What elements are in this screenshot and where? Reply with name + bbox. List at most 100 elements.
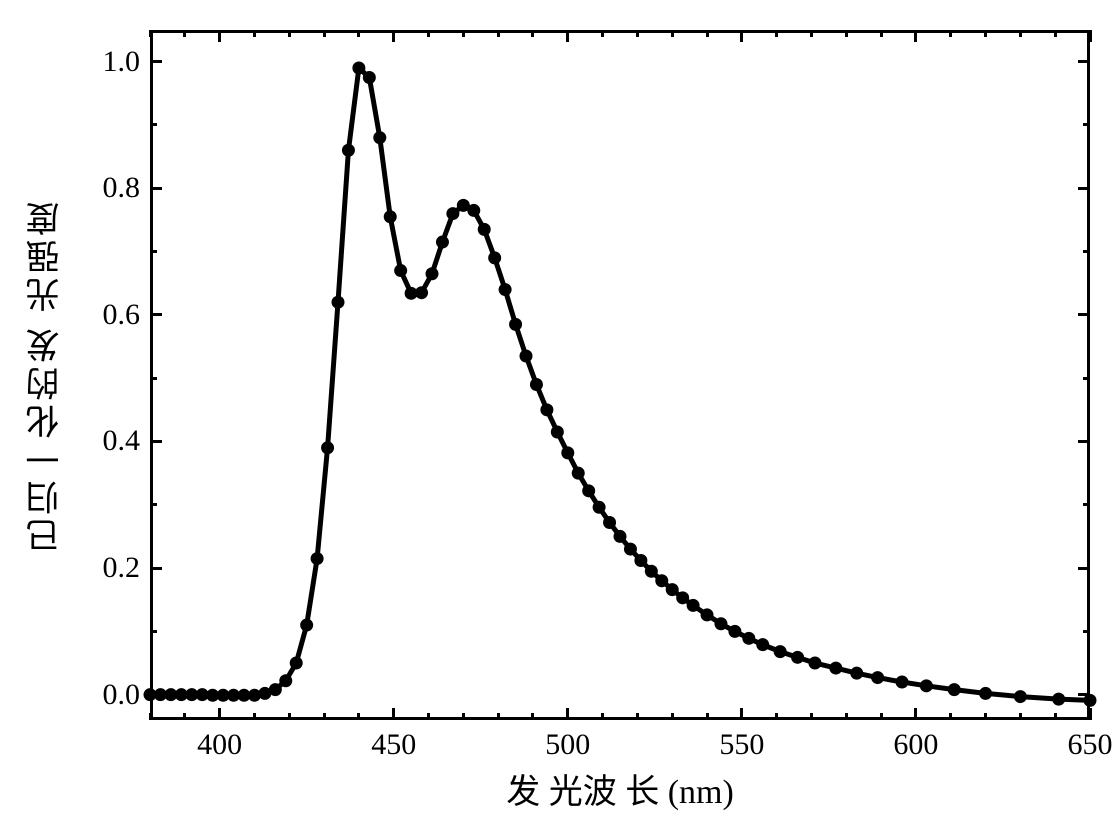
data-marker [446, 207, 459, 220]
data-marker [593, 501, 606, 514]
data-marker [582, 484, 595, 497]
tick-major [150, 60, 162, 63]
tick-minor [323, 30, 326, 37]
data-marker [436, 236, 449, 249]
data-layer [150, 30, 1090, 720]
tick-major [1078, 567, 1090, 570]
x-axis-label: 发 光波 长 (nm) [506, 764, 734, 813]
tick-major [150, 440, 162, 443]
tick-major [150, 313, 162, 316]
data-marker [979, 687, 992, 700]
tick-major [1078, 440, 1090, 443]
tick-minor [149, 713, 152, 720]
data-marker [701, 608, 714, 621]
tick-minor [531, 713, 534, 720]
data-marker [850, 667, 863, 680]
tick-major [1078, 60, 1090, 63]
data-marker [342, 144, 355, 157]
tick-minor [150, 250, 157, 253]
tick-minor [462, 30, 465, 37]
data-marker [572, 467, 585, 480]
data-marker [415, 286, 428, 299]
data-marker [756, 638, 769, 651]
data-marker [332, 296, 345, 309]
tick-minor [601, 30, 604, 37]
data-marker [614, 530, 627, 543]
tick-minor [671, 30, 674, 37]
tick-major [1089, 30, 1092, 42]
y-axis-label: 已归一化的发 光强度 [22, 198, 71, 553]
data-marker [829, 662, 842, 675]
data-marker [948, 683, 961, 696]
tick-major [150, 693, 162, 696]
tick-minor [150, 630, 157, 633]
tick-minor [775, 30, 778, 37]
tick-major [1089, 708, 1092, 720]
y-tick-label: 0.6 [80, 298, 140, 332]
data-marker [279, 674, 292, 687]
x-tick-label: 450 [371, 728, 416, 762]
data-marker [645, 565, 658, 578]
data-marker [551, 425, 564, 438]
x-tick-label: 550 [719, 728, 764, 762]
data-marker [603, 516, 616, 529]
data-marker [871, 671, 884, 684]
tick-minor [601, 713, 604, 720]
tick-major [566, 708, 569, 720]
data-marker [808, 657, 821, 670]
data-marker [714, 617, 727, 630]
x-tick-label: 600 [893, 728, 938, 762]
y-tick-label: 1.0 [80, 45, 140, 79]
y-tick-label: 0.8 [80, 171, 140, 205]
data-marker [624, 543, 637, 556]
tick-major [392, 708, 395, 720]
tick-major [150, 567, 162, 570]
spectrum-line [150, 68, 1090, 700]
tick-minor [949, 30, 952, 37]
tick-minor [706, 30, 709, 37]
data-marker [742, 632, 755, 645]
tick-minor [183, 30, 186, 37]
tick-minor [1083, 250, 1090, 253]
data-marker [321, 441, 334, 454]
data-marker [520, 350, 533, 363]
y-tick-label: 0.2 [80, 551, 140, 585]
tick-minor [150, 377, 157, 380]
tick-minor [253, 30, 256, 37]
data-marker [363, 71, 376, 84]
data-marker [1014, 690, 1027, 703]
tick-minor [880, 30, 883, 37]
data-marker [290, 657, 303, 670]
tick-minor [810, 713, 813, 720]
tick-major [1078, 693, 1090, 696]
data-marker [1052, 693, 1065, 706]
tick-minor [1083, 503, 1090, 506]
tick-minor [288, 713, 291, 720]
tick-minor [497, 30, 500, 37]
data-marker [509, 318, 522, 331]
tick-minor [357, 30, 360, 37]
data-marker [311, 552, 324, 565]
data-marker [467, 204, 480, 217]
x-tick-label: 400 [197, 728, 242, 762]
tick-major [218, 708, 221, 720]
data-marker [478, 223, 491, 236]
data-marker [791, 651, 804, 664]
tick-minor [531, 30, 534, 37]
data-marker [488, 251, 501, 264]
tick-major [740, 708, 743, 720]
data-marker [728, 625, 741, 638]
tick-minor [253, 713, 256, 720]
tick-minor [984, 713, 987, 720]
data-marker [634, 554, 647, 567]
y-tick-label: 0.0 [80, 678, 140, 712]
tick-minor [984, 30, 987, 37]
data-marker [426, 267, 439, 280]
tick-minor [706, 713, 709, 720]
data-marker [540, 403, 553, 416]
tick-major [914, 30, 917, 42]
tick-major [740, 30, 743, 42]
tick-minor [150, 503, 157, 506]
x-tick-label: 500 [545, 728, 590, 762]
tick-major [566, 30, 569, 42]
